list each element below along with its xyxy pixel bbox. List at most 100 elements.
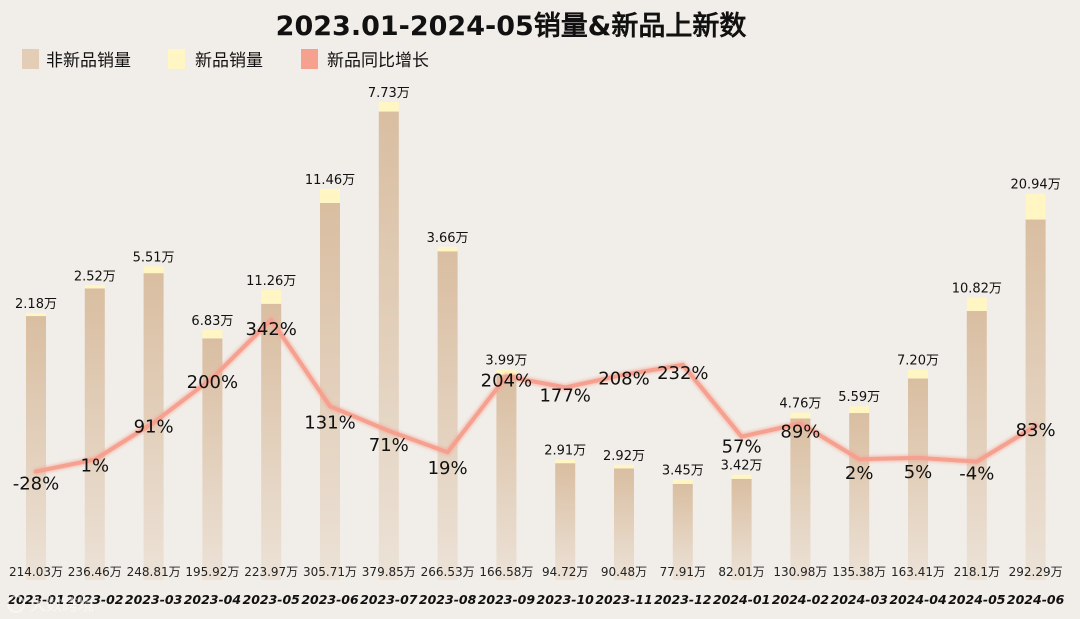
new-value-label: 2.52万	[74, 269, 116, 284]
base-value-label: 223.97万	[244, 565, 298, 579]
bar-new	[555, 459, 576, 464]
x-tick-label: 2023-02	[66, 592, 123, 607]
bar-non-new	[496, 374, 517, 580]
bar-non-new	[555, 463, 576, 580]
new-value-label: 11.46万	[305, 173, 355, 188]
yoy-value-label: 204%	[481, 370, 532, 391]
base-value-label: 214.03万	[9, 565, 63, 579]
base-value-label: 82.01万	[718, 565, 764, 579]
bar-new	[143, 266, 164, 274]
x-tick-label: 2023-07	[360, 592, 418, 607]
x-tick-label: 2024-02	[772, 592, 829, 607]
chart-title: 2023.01-2024-05销量&新品上新数	[276, 10, 748, 42]
yoy-point	[34, 469, 38, 474]
new-value-label: 2.92万	[603, 449, 645, 464]
yoy-point	[445, 450, 450, 455]
yoy-value-label: 5%	[904, 462, 933, 483]
new-value-label: 3.66万	[427, 231, 469, 246]
bar-new	[731, 474, 752, 479]
legend-label-new: 新品销量	[195, 51, 263, 71]
yoy-value-label: 342%	[245, 319, 296, 340]
yoy-point	[386, 428, 391, 433]
bar-new	[320, 188, 340, 203]
legend: 非新品销量 新品销量 新品同比增长	[22, 49, 429, 71]
yoy-value-label: 208%	[598, 369, 649, 390]
bar-non-new	[966, 311, 987, 580]
new-value-label: 6.83万	[191, 314, 233, 329]
yoy-line-layer	[32, 316, 1040, 475]
base-value-label: 236.46万	[68, 565, 122, 579]
bar-non-new	[202, 338, 223, 580]
yoy-value-label: 91%	[134, 417, 174, 438]
yoy-value-label: 232%	[657, 363, 708, 384]
bar-non-new	[261, 303, 282, 580]
bar-new	[849, 406, 870, 414]
base-value-label: 195.92万	[185, 565, 239, 579]
x-tick-label: 2024-05	[948, 592, 1006, 607]
yoy-value-label: 200%	[187, 372, 238, 393]
yoy-point	[210, 376, 215, 380]
x-axis: 2023-01 2023-02 2023-03 2023-04 2023-05 2023-…	[7, 592, 1064, 607]
new-value-label: 10.82万	[952, 282, 1002, 297]
bar-non-new	[320, 202, 340, 580]
bar-new	[84, 285, 105, 289]
base-value-label: 292.29万	[1009, 565, 1063, 579]
yoy-value-label: 177%	[539, 385, 590, 406]
yoy-value-label: 89%	[780, 422, 820, 443]
yoy-point	[269, 317, 274, 322]
new-value-label: 7.20万	[897, 354, 939, 369]
legend-swatch-yoy	[301, 49, 318, 69]
yoy-value-label: 2%	[845, 463, 874, 484]
yoy-value-label: 83%	[1016, 420, 1056, 441]
bar-non-new	[849, 413, 870, 580]
yoy-point	[974, 459, 979, 464]
x-tick-label: 2023-09	[478, 592, 536, 607]
bar-new	[1025, 193, 1046, 220]
x-tick-label: 2023-03	[125, 592, 182, 607]
legend-swatch-non-new	[22, 49, 39, 69]
bar-non-new	[790, 418, 811, 580]
base-value-label: 305.71万	[303, 565, 357, 579]
bar-new	[437, 246, 458, 252]
yoy-point	[857, 457, 862, 462]
new-value-label: 3.42万	[721, 459, 763, 474]
yoy-point	[563, 385, 568, 390]
yoy-point	[151, 420, 156, 425]
yoy-value-label: 57%	[722, 437, 762, 458]
legend-swatch-new	[168, 49, 185, 69]
yoy-value-label: 71%	[369, 435, 409, 456]
new-value-label: 3.45万	[662, 464, 704, 479]
new-value-label: 2.18万	[15, 297, 57, 312]
bar-new	[672, 479, 693, 484]
bar-new	[202, 329, 223, 339]
yoy-value-label: 131%	[304, 412, 355, 433]
yoy-value-label: -4%	[959, 464, 994, 485]
new-value-label: 5.51万	[133, 250, 175, 265]
base-value-label: 90.48万	[601, 565, 647, 579]
new-value-label: 2.91万	[544, 444, 586, 459]
base-value-label: 163.41万	[891, 565, 945, 579]
x-tick-label: 2024-04	[889, 592, 946, 607]
bar-new	[790, 412, 811, 419]
bar-new	[614, 464, 634, 469]
base-value-label: 379.85万	[362, 565, 416, 579]
new-value-label: 7.73万	[368, 86, 410, 101]
new-value-label: 11.26万	[246, 274, 296, 289]
watermark-icon	[7, 595, 25, 613]
bar-non-new	[84, 288, 105, 580]
bar-new	[966, 297, 987, 312]
x-tick-label: 2023-12	[654, 592, 711, 607]
base-value-label: 94.72万	[542, 565, 588, 579]
bar-new	[261, 289, 282, 304]
bar-non-new	[908, 378, 928, 580]
base-value-label: 218.1万	[954, 565, 1000, 579]
legend-label-yoy: 新品同比增长	[327, 51, 429, 71]
new-value-label: 4.76万	[779, 397, 821, 412]
x-tick-label: 2023-01	[7, 592, 64, 607]
base-value-label: 266.53万	[421, 565, 475, 579]
new-value-label: 3.99万	[485, 354, 527, 369]
bar-new	[908, 369, 928, 379]
yoy-point	[916, 455, 920, 460]
watermark: 大数跨境	[7, 595, 94, 614]
base-value-label: 130.98万	[773, 565, 827, 579]
